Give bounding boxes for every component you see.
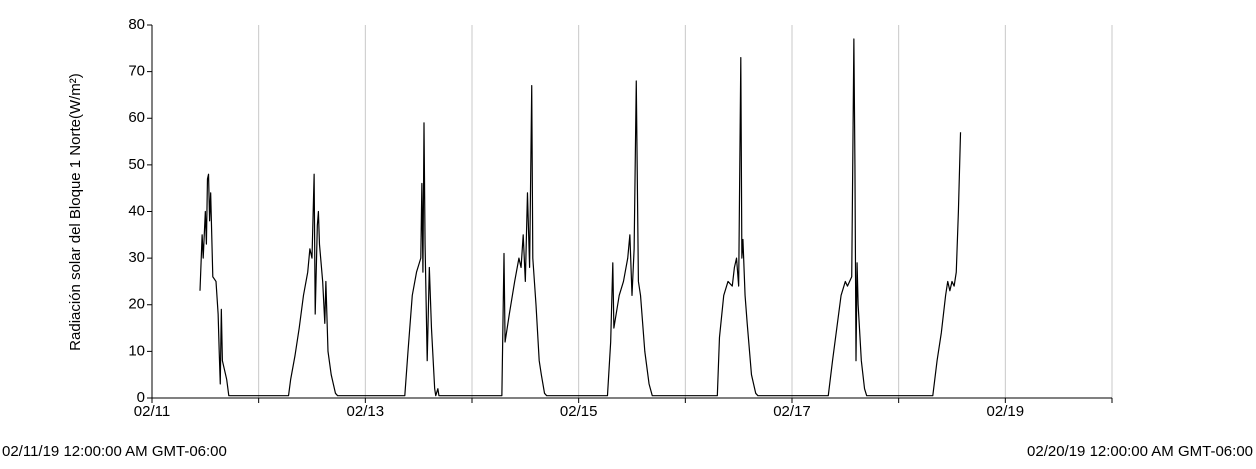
x-tick-label: 02/13 — [347, 403, 385, 420]
x-tick-label: 02/17 — [773, 403, 811, 420]
y-tick-label: 50 — [128, 156, 145, 173]
y-tick-label: 70 — [128, 63, 145, 80]
x-tick-label: 02/15 — [560, 403, 598, 420]
y-tick-label: 40 — [128, 202, 145, 219]
y-tick-label: 20 — [128, 296, 145, 313]
end-label: 02/20/19 12:00:00 AM GMT-06:00 — [1027, 443, 1253, 460]
y-tick-label: 10 — [128, 342, 145, 359]
start-label: 02/11/19 12:00:00 AM GMT-06:00 — [2, 443, 227, 460]
y-axis-label: Radiación solar del Bloque 1 Norte(W/m²) — [67, 73, 84, 351]
y-tick-label: 30 — [128, 249, 145, 266]
x-tick-label: 02/19 — [987, 403, 1025, 420]
y-tick-label: 0 — [137, 389, 145, 406]
y-tick-label: 60 — [128, 109, 145, 126]
data-line — [199, 38, 962, 397]
x-tick-label: 02/11 — [134, 403, 170, 420]
y-tick-label: 80 — [128, 16, 145, 33]
